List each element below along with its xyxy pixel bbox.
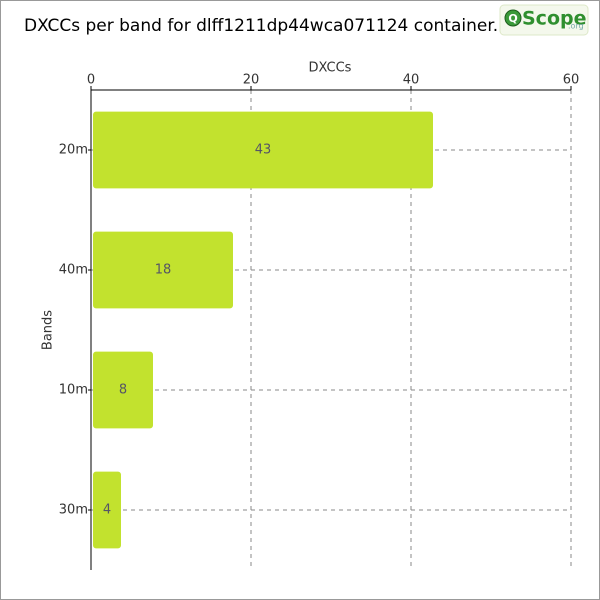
logo-icon	[504, 9, 522, 27]
y-tick-label: 20m	[59, 143, 88, 158]
y-tick-label: 10m	[59, 383, 88, 398]
value-label: 18	[155, 263, 172, 278]
value-label: 43	[255, 143, 272, 158]
x-tick-label: 0	[87, 73, 95, 88]
bar	[93, 351, 153, 429]
logo-suffix: .org	[568, 22, 584, 31]
logo-mark: Q	[508, 12, 517, 25]
value-label: 4	[103, 503, 111, 518]
chart-title: DXCCs per band for dlff1211dp44wca071124…	[24, 16, 498, 36]
logo: Q Scope .org	[499, 4, 589, 36]
y-tick-label: 30m	[59, 503, 88, 518]
logo-text: Scope	[522, 8, 587, 30]
value-label: 8	[119, 383, 127, 398]
y-tick-label: 40m	[59, 263, 88, 278]
x-tick-label: 40	[403, 73, 420, 88]
x-tick-label: 60	[563, 73, 580, 88]
bar	[93, 231, 233, 309]
x-axis-title: DXCCs	[309, 61, 352, 76]
logo-box	[499, 4, 589, 36]
x-tick-label: 20	[243, 73, 260, 88]
bar	[93, 471, 121, 549]
bar	[93, 111, 433, 189]
y-axis-title: Bands	[41, 310, 56, 350]
